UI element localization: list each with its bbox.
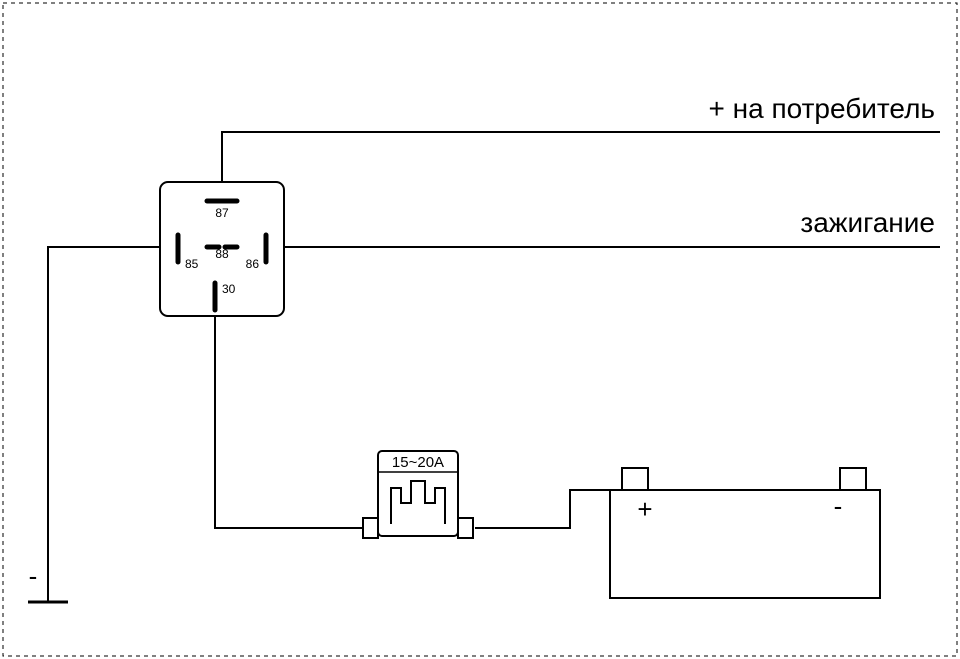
battery-terminal-right (840, 468, 866, 490)
fuse-tab-left (363, 518, 378, 538)
label-fuse-rating: 15~20A (392, 454, 444, 471)
label-battery-minus: - (834, 491, 843, 521)
label-battery-plus: + (637, 494, 652, 524)
fuse-element-icon (391, 481, 445, 524)
label-pin-88: 88 (215, 247, 229, 261)
label-pin-85: 85 (185, 257, 199, 271)
battery-terminal-left (622, 468, 648, 490)
label-pin-30: 30 (222, 282, 236, 296)
label-consumer: + на потребитель (709, 93, 935, 124)
label-ignition: зажигание (800, 207, 935, 238)
fuse-tab-right (458, 518, 473, 538)
label-pin-86: 86 (246, 257, 260, 271)
wire-ground (48, 247, 160, 602)
label-pin-87: 87 (215, 206, 229, 220)
wire-fuse-to-battery (475, 490, 610, 528)
label-ground-minus: - (29, 561, 38, 591)
wire-consumer (222, 132, 940, 182)
wire-relay-to-fuse (215, 316, 363, 528)
